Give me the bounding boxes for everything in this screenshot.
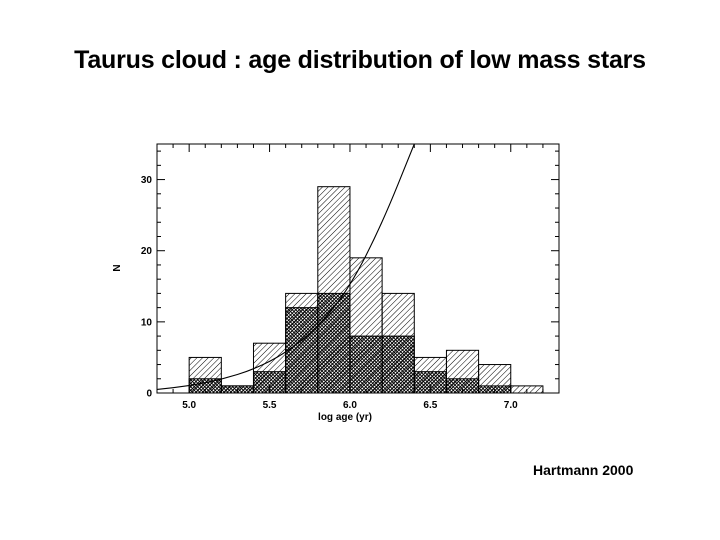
x-tick-labels: 5.0 5.5 6.0 6.5 7.0 <box>182 400 518 411</box>
plot-frame <box>156 143 560 394</box>
model-curve <box>157 144 415 390</box>
x-tick-label: 5.5 <box>263 400 277 411</box>
x-tick-label: 6.0 <box>343 400 357 411</box>
y-tick-label: 0 <box>146 389 152 400</box>
inner-histogram <box>188 292 512 394</box>
y-tick-label: 20 <box>141 246 153 257</box>
x-tick-label: 5.0 <box>182 400 196 411</box>
axis-ticks <box>157 144 559 393</box>
y-tick-label: 30 <box>141 175 153 186</box>
inner-bar <box>285 307 319 394</box>
inner-bar <box>381 335 415 394</box>
inner-bar <box>349 335 383 394</box>
y-axis-label: N <box>112 264 123 271</box>
x-tick-label: 7.0 <box>504 400 518 411</box>
inner-bar <box>317 292 351 394</box>
y-tick-labels: 0 10 20 30 <box>141 175 153 399</box>
x-tick-label: 6.5 <box>423 400 437 411</box>
slide-title: Taurus cloud : age distribution of low m… <box>74 46 646 74</box>
y-tick-label: 10 <box>141 317 153 328</box>
x-axis-label: log age (yr) <box>318 412 372 423</box>
credit-label: Hartmann 2000 <box>533 462 634 478</box>
